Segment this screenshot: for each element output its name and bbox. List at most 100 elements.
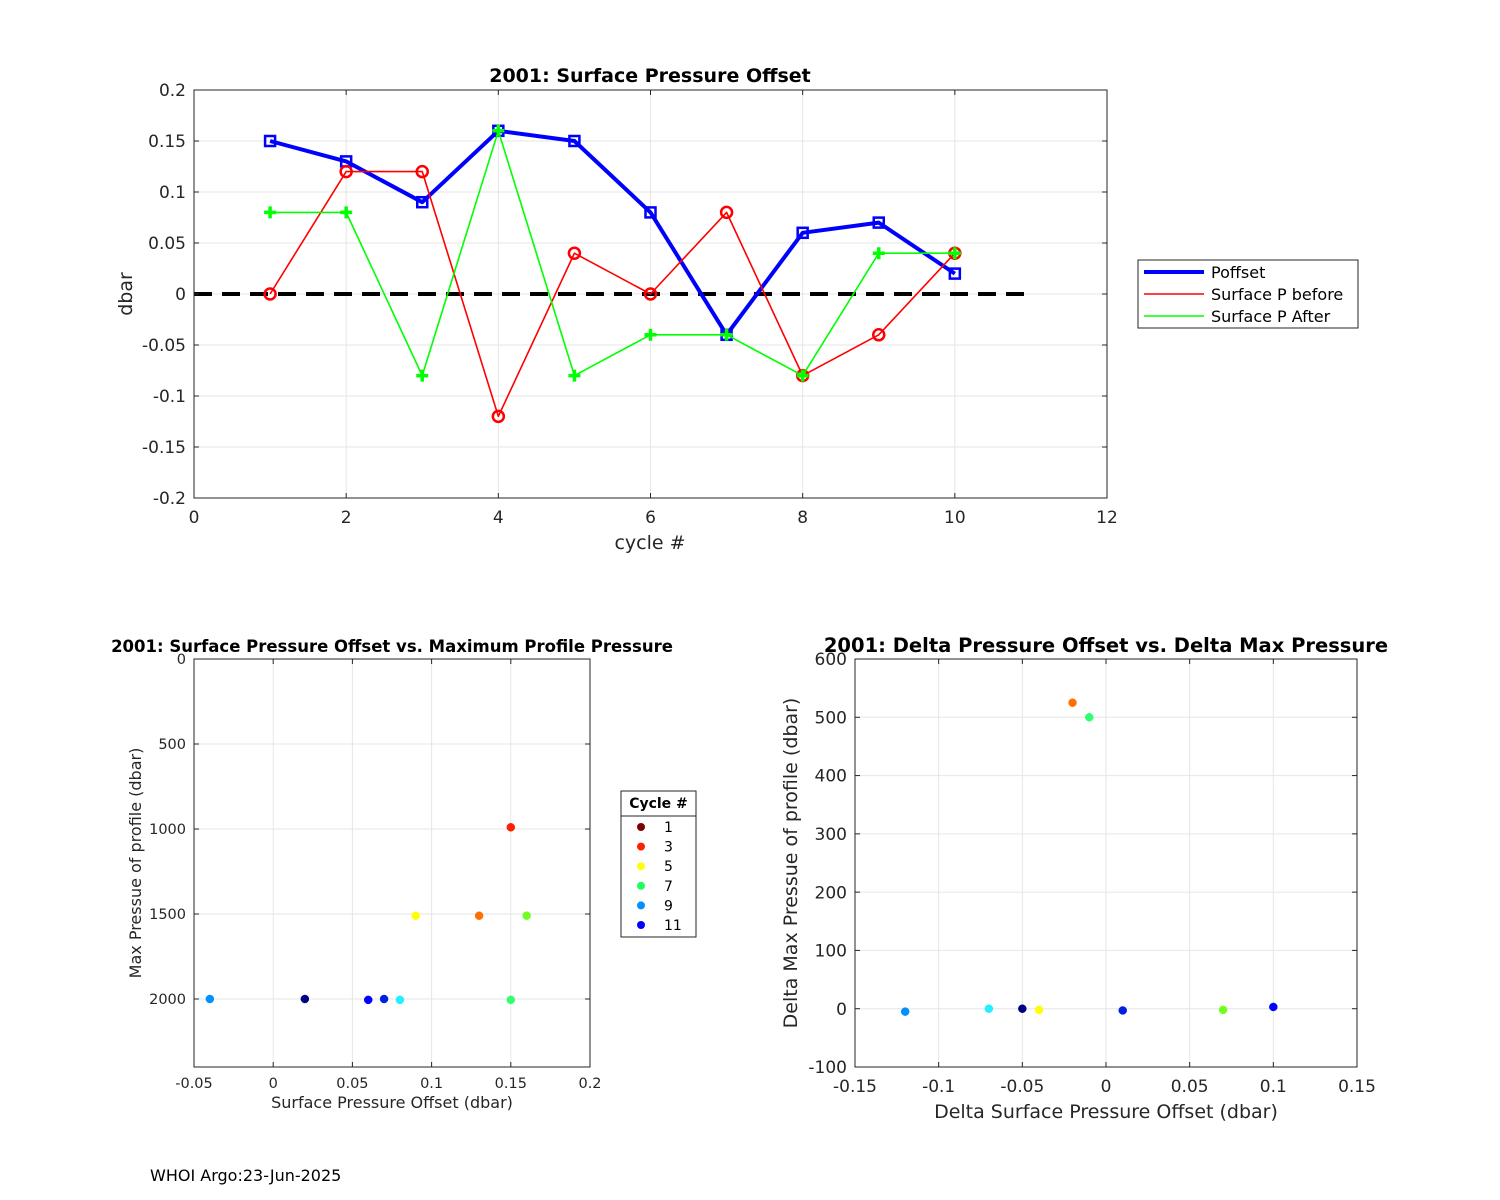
x-tick-label: 6 xyxy=(645,508,656,528)
after-marker xyxy=(948,247,961,260)
poffset-marker xyxy=(416,195,429,209)
y-tick-label: 200 xyxy=(815,883,847,903)
series-line-2 xyxy=(270,130,955,377)
x-tick-label: 0.05 xyxy=(336,1076,368,1092)
y-tick-label: 0 xyxy=(836,1000,847,1020)
poffset-marker xyxy=(568,134,581,148)
before-marker xyxy=(415,164,429,179)
y-tick-label: -0.2 xyxy=(153,489,186,509)
scatter-point xyxy=(1118,1006,1127,1015)
top-series xyxy=(263,124,962,424)
scatter-point xyxy=(506,995,516,1005)
series-line-0 xyxy=(269,128,956,337)
scatter-point xyxy=(522,911,531,920)
br-points xyxy=(900,698,1278,1016)
legend-marker xyxy=(637,881,645,890)
legend-marker xyxy=(637,901,645,910)
series-line-1 xyxy=(269,170,956,418)
x-tick-label: -0.05 xyxy=(175,1076,213,1092)
legend-label: 3 xyxy=(664,840,673,856)
y-tick-label: -0.1 xyxy=(153,387,186,407)
legend-marker xyxy=(637,823,645,831)
before-marker xyxy=(263,287,277,301)
x-tick-label: -0.05 xyxy=(1000,1077,1044,1097)
scatter-point xyxy=(1085,713,1094,722)
bl-chart-title: 2001: Surface Pressure Offset vs. Maximu… xyxy=(111,637,673,656)
br-chart-title: 2001: Delta Pressure Offset vs. Delta Ma… xyxy=(824,634,1388,657)
x-tick-label: 0.1 xyxy=(420,1076,443,1092)
bl-legend-title: Cycle # xyxy=(629,796,688,812)
y-tick-label: 300 xyxy=(815,825,847,845)
x-tick-label: 8 xyxy=(797,508,808,528)
x-tick-label: 0 xyxy=(1101,1077,1112,1097)
x-tick-label: 0.2 xyxy=(578,1076,601,1092)
before-marker xyxy=(719,205,734,220)
bl-points xyxy=(205,823,531,1005)
after-marker xyxy=(492,124,505,137)
y-tick-label: 100 xyxy=(815,942,847,962)
scatter-point xyxy=(900,1007,910,1016)
y-tick-label: 500 xyxy=(158,737,186,753)
scatter-point xyxy=(379,994,389,1004)
bl-ticks: -0.05 0 0.05 0.1 0.15 0.2 0 500 1000 1500 2000 xyxy=(149,652,601,1092)
bl-x-axis-label: Surface Pressure Offset (dbar) xyxy=(271,1093,513,1112)
x-tick-label: -0.15 xyxy=(833,1077,877,1097)
scatter-point xyxy=(474,911,484,920)
scatter-point xyxy=(411,911,421,920)
y-tick-label: -0.05 xyxy=(142,336,186,356)
after-marker xyxy=(416,369,429,382)
poffset-marker xyxy=(263,134,277,148)
y-tick-label: 0 xyxy=(177,652,186,668)
br-x-axis-label: Delta Surface Pressure Offset (dbar) xyxy=(934,1101,1278,1123)
legend-label: 9 xyxy=(664,898,673,914)
top-x-axis-label: cycle # xyxy=(614,532,685,554)
after-marker xyxy=(872,247,885,260)
before-marker xyxy=(491,409,506,424)
bl-legend-box xyxy=(620,790,697,938)
scatter-point xyxy=(1218,1005,1228,1015)
bottom-left-chart: -0.05 0 0.05 0.1 0.15 0.2 0 500 1000 1500 2000 200… xyxy=(111,637,697,1112)
bl-legend-items: 1 3 5 7 9 11 xyxy=(637,820,682,934)
x-tick-label: 10 xyxy=(944,508,966,528)
y-tick-label: -100 xyxy=(808,1058,847,1078)
after-marker xyxy=(796,369,809,382)
before-marker xyxy=(339,164,353,179)
y-tick-label: 600 xyxy=(815,650,847,670)
before-marker xyxy=(872,328,886,342)
scatter-point xyxy=(1018,1004,1027,1013)
after-marker xyxy=(568,369,581,382)
y-tick-label: 0 xyxy=(175,285,186,305)
br-ticks: -0.15 -0.1 -0.05 0 0.05 0.1 0.15 -100 0 100 200 300… xyxy=(808,650,1376,1097)
top-chart: 0 2 4 6 8 10 12 -0.2 -0.15 -0.1 -0.05 0 0.05 0.1 0.15 0… xyxy=(115,65,1359,554)
poffset-marker xyxy=(796,226,809,240)
legend-marker xyxy=(637,921,645,929)
scatter-point xyxy=(1269,1002,1278,1012)
poffset-marker xyxy=(948,267,962,280)
after-marker xyxy=(720,328,733,341)
legend-marker xyxy=(637,862,645,871)
bl-legend: Cycle # 1 3 5 7 9 11 xyxy=(620,790,697,938)
scatter-point xyxy=(363,995,373,1005)
x-tick-label: 2 xyxy=(341,508,352,528)
scatter-point xyxy=(300,994,310,1004)
x-tick-label: 0.15 xyxy=(495,1076,527,1092)
legend-label: 1 xyxy=(664,820,673,836)
x-tick-label: 0 xyxy=(189,508,200,528)
y-tick-label: -0.15 xyxy=(142,438,186,458)
x-tick-label: 0.15 xyxy=(1338,1077,1376,1097)
x-tick-label: 12 xyxy=(1096,508,1118,528)
top-chart-title: 2001: Surface Pressure Offset xyxy=(489,65,811,87)
x-tick-label: 0.1 xyxy=(1260,1077,1287,1097)
y-tick-label: 0.05 xyxy=(148,234,186,254)
y-tick-label: 2000 xyxy=(149,992,186,1008)
y-tick-label: 0.2 xyxy=(159,81,186,101)
y-tick-label: 500 xyxy=(815,708,847,728)
x-tick-label: 0 xyxy=(269,1076,278,1092)
bottom-right-chart: -0.15 -0.1 -0.05 0 0.05 0.1 0.15 -100 0 100 200 300… xyxy=(780,634,1388,1123)
legend-label: 5 xyxy=(664,859,673,875)
legend-label-poffset: Poffset xyxy=(1211,263,1265,282)
legend-label: 7 xyxy=(664,879,673,895)
x-tick-label: 4 xyxy=(493,508,504,528)
scatter-point xyxy=(395,995,405,1005)
legend-label-after: Surface P After xyxy=(1211,307,1331,326)
